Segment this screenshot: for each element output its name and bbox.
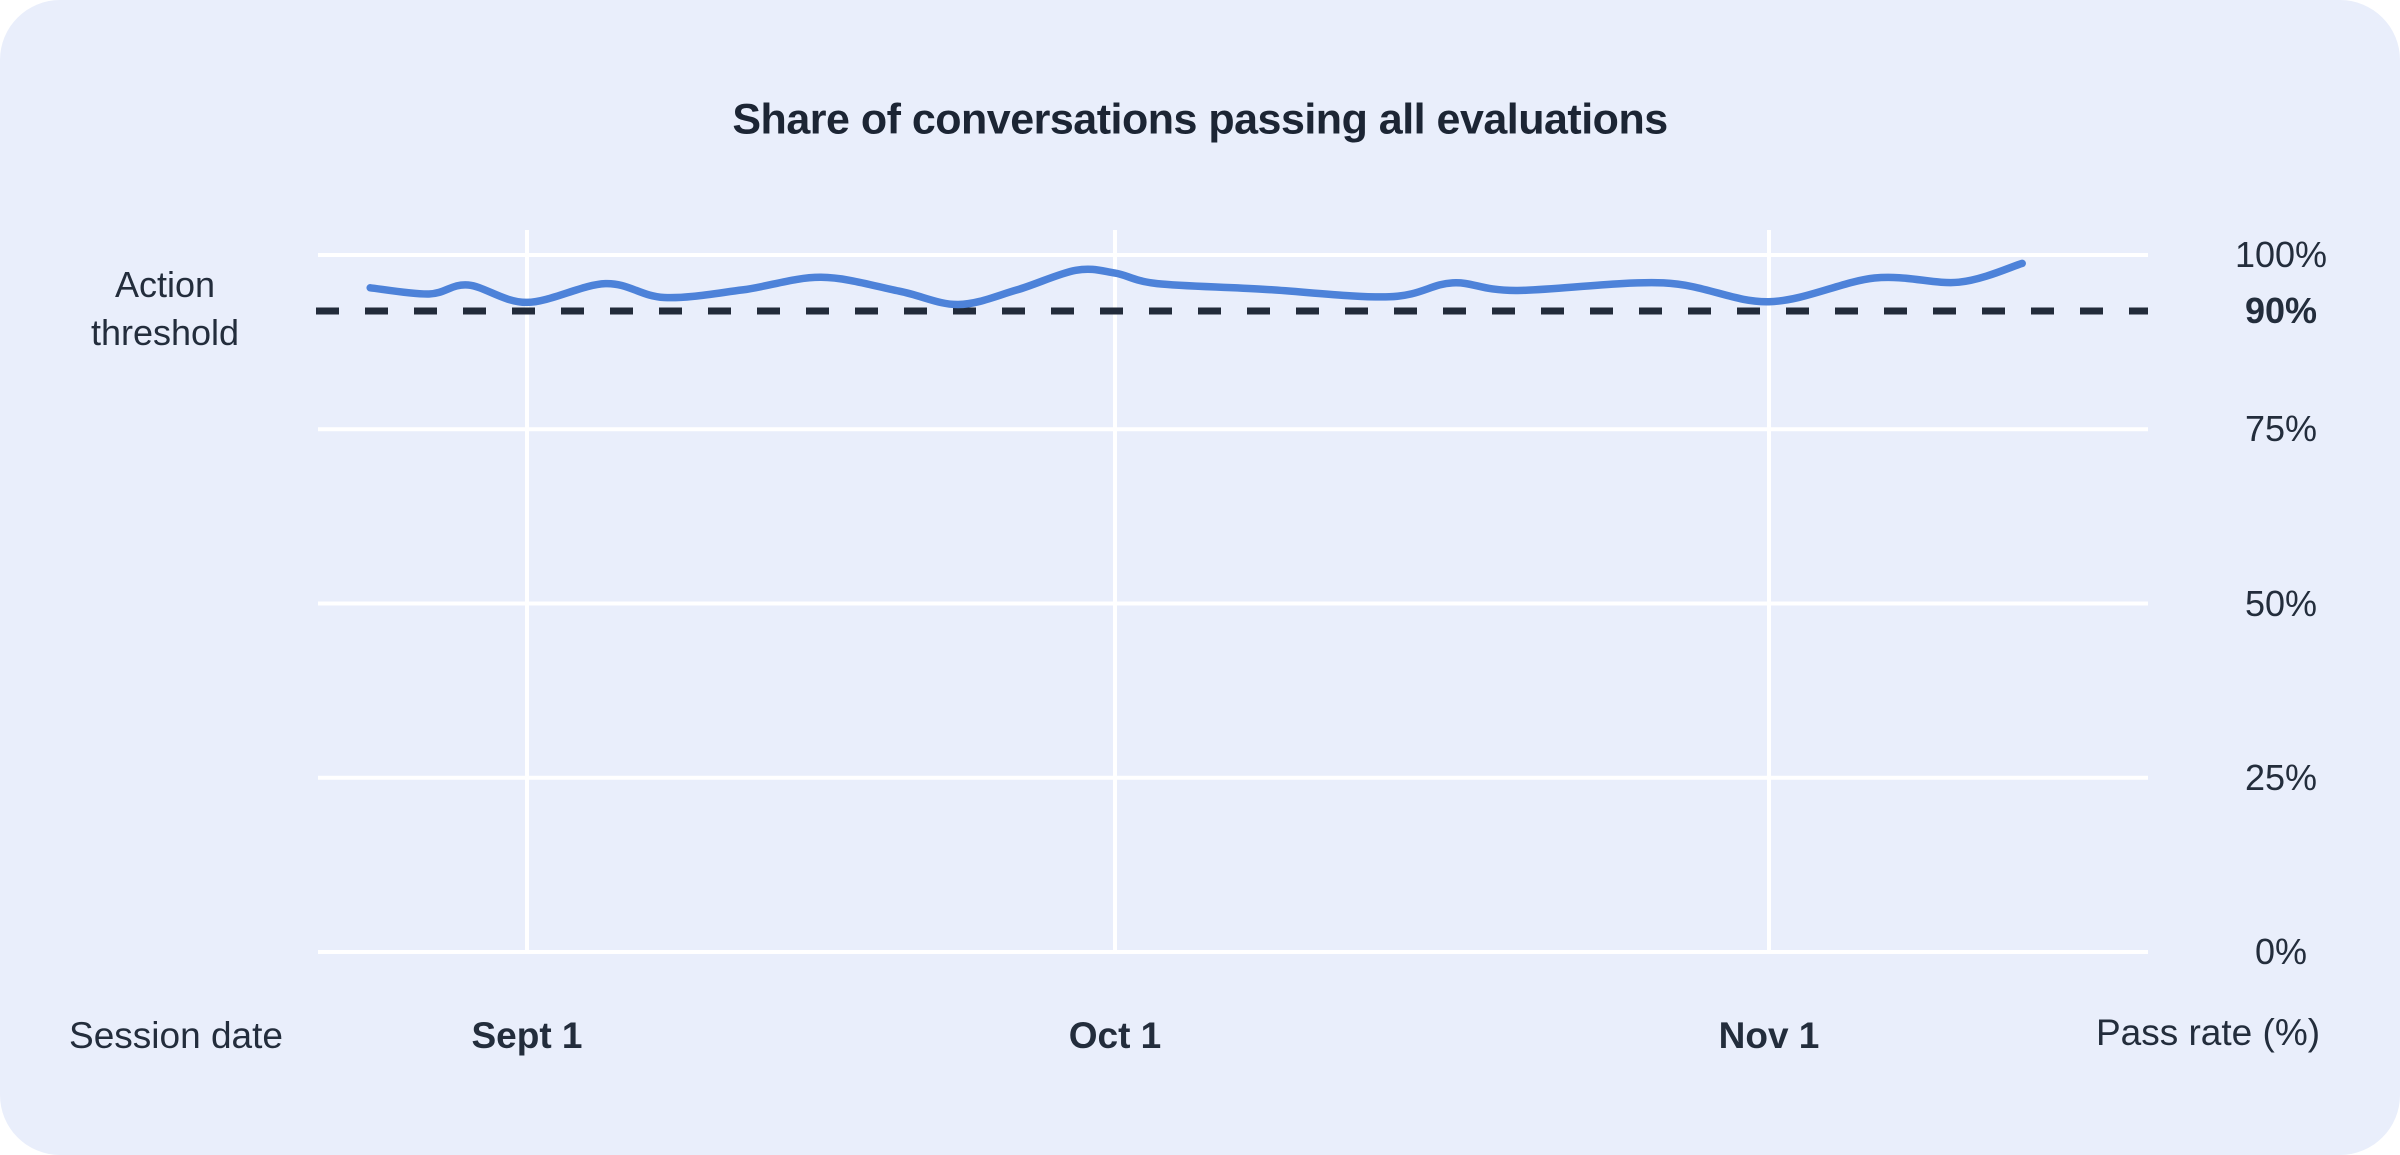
x-tick-Nov 1: Nov 1 [1718,1015,1820,1056]
y-tick-25%: 25% [2244,756,2318,798]
y-tick-100%: 100% [2234,234,2328,275]
x-axis-caption: Session date [69,1015,283,1056]
y-tick-90%: 90% [2244,290,2318,331]
pass-rate-line [366,259,2026,309]
x-tick-Sept 1: Sept 1 [471,1015,583,1056]
y-tick-50%: 50% [2244,582,2318,624]
action-threshold-label: Action threshold [90,264,240,353]
y-tick-0%: 0% [2254,931,2308,972]
y-tick-75%: 75% [2244,408,2318,450]
y-axis-caption: Pass rate (%) [2095,1012,2321,1053]
x-tick-Oct 1: Oct 1 [1068,1015,1162,1056]
chart-title: Share of conversations passing all evalu… [732,95,1668,144]
